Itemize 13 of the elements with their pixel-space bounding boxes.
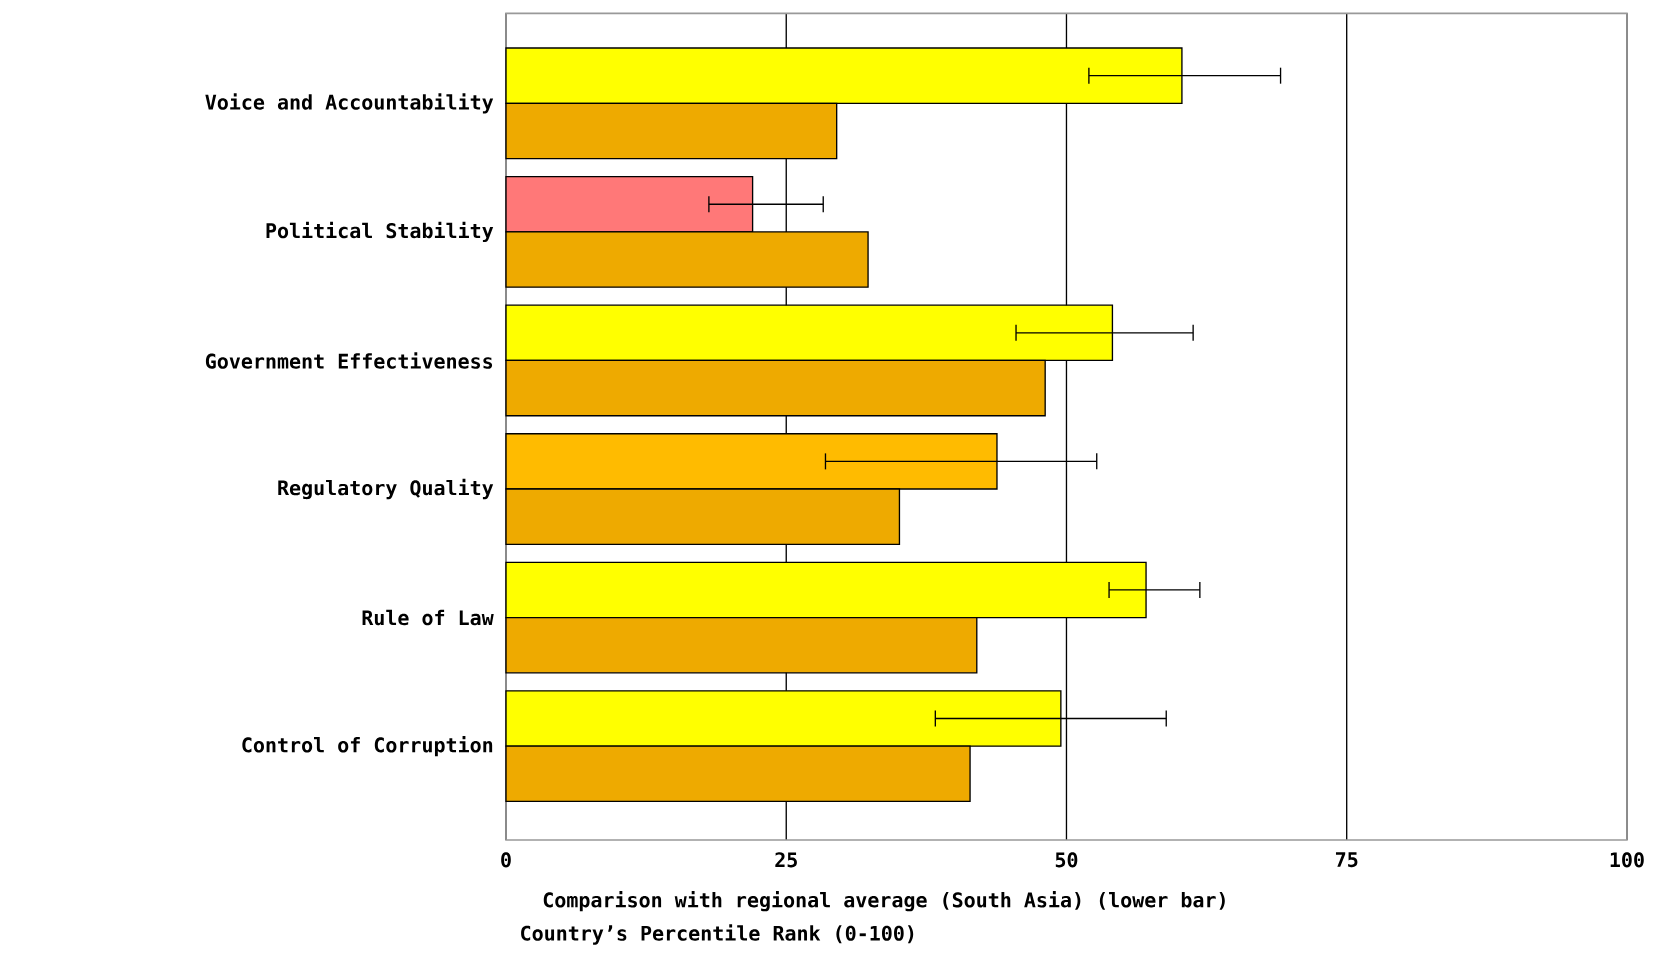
text: Comparison with regional average (South Asia) (lower bar) (543, 890, 1225, 912)
y-tick-label: Voice and Accountability (205, 93, 494, 114)
x-tick-label: 50 (1055, 852, 1078, 868)
y-tick-label: Regulatory Quality (278, 478, 494, 500)
x-axis-title: Country’s Percentile Rank (0-100) (521, 924, 914, 945)
y-tick-label: Government Effectiveness (205, 352, 493, 369)
y-tick-label: Rule of Law (362, 609, 494, 626)
y-tick-label: Control of Corruption (242, 735, 493, 757)
x-tick-label: 100 (1610, 852, 1644, 868)
x-tick-label: 0 (501, 852, 511, 868)
y-tick-label: Political Stability (266, 221, 494, 243)
x-tick-label: 75 (1335, 852, 1358, 868)
x-tick-label: 25 (775, 852, 797, 868)
